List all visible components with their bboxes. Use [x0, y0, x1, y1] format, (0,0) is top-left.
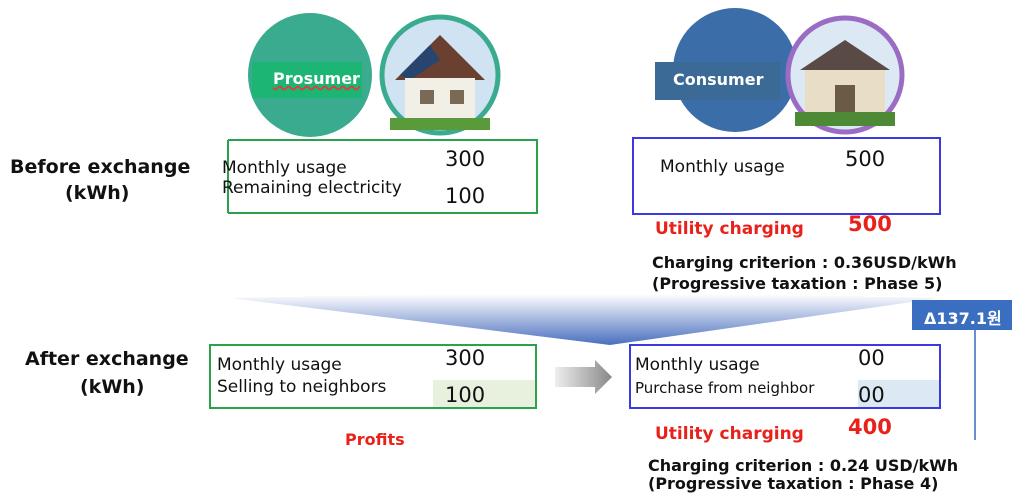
exchange-arrow — [555, 360, 612, 394]
row-label: Purchase from neighbor — [635, 379, 814, 397]
row-value: 100 — [445, 383, 485, 407]
criterion: Charging criterion : 0.36USD/kWh — [652, 253, 957, 272]
taxation: (Progressive taxation : Phase 5) — [652, 274, 942, 293]
row-label: Monthly usage — [660, 157, 785, 177]
diagram: Prosumer Consumer Before exchange (kWh) … — [0, 0, 1017, 495]
row-value: 00 — [858, 383, 885, 407]
row-value: 500 — [845, 147, 885, 171]
utility-label: Utility charging — [655, 424, 804, 444]
utility-label: Utility charging — [655, 219, 804, 239]
utility-value: 400 — [848, 415, 892, 439]
consumer-photo — [788, 18, 902, 132]
transition-arrow — [230, 294, 940, 345]
row-label: Remaining electricity — [222, 178, 402, 198]
profits: Profits — [345, 430, 405, 449]
criterion: Charging criterion : 0.24 USD/kWh — [648, 456, 958, 475]
row-label: Monthly usage — [635, 355, 760, 375]
row-label: Monthly usage — [217, 355, 342, 375]
utility-value: 500 — [848, 212, 892, 236]
consumer-label: Consumer — [673, 70, 763, 89]
row-value: 00 — [858, 346, 885, 370]
row-label: Monthly usage — [222, 158, 347, 178]
before-title: Before exchange — [10, 156, 190, 178]
after-title: After exchange — [25, 348, 189, 370]
after-unit: (kWh) — [80, 376, 145, 398]
prosumer-photo — [382, 17, 498, 133]
prosumer-label: Prosumer — [273, 69, 360, 88]
row-value: 300 — [445, 147, 485, 171]
row-value: 300 — [445, 346, 485, 370]
row-label: Selling to neighbors — [217, 377, 386, 397]
row-value: 100 — [445, 184, 485, 208]
difference: Δ137.1원 — [924, 305, 1002, 329]
before-unit: (kWh) — [65, 182, 130, 204]
taxation: (Progressive taxation : Phase 4) — [648, 474, 938, 493]
